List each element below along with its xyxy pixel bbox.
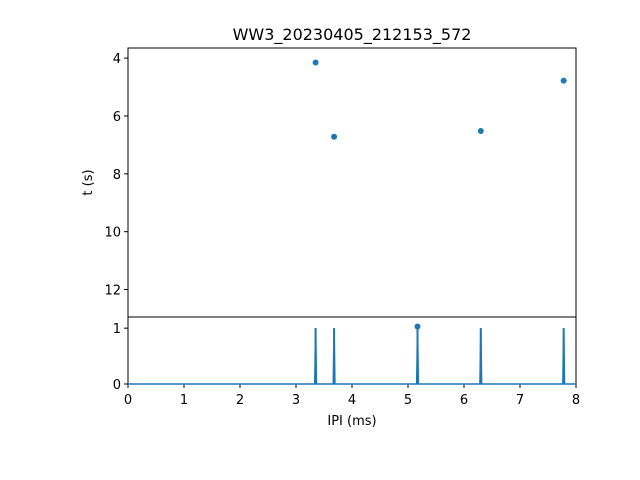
x-tick-label: 2	[236, 393, 244, 408]
scatter-y-axis-label: t (s)	[81, 169, 96, 195]
scatter-point	[414, 323, 421, 330]
scatter-y-tick-label: 10	[104, 226, 121, 241]
spike-x-ticks: 0 1 2 3 4 5 6 7 8	[124, 384, 580, 408]
scatter-point	[331, 133, 338, 140]
x-axis-label: IPI (ms)	[327, 414, 376, 429]
scatter-y-tick-label: 6	[113, 110, 121, 125]
scatter-y-ticks: 4 6 8 10 12	[104, 52, 128, 299]
scatter-point	[560, 77, 567, 84]
scatter-y-tick-label: 4	[113, 52, 121, 67]
scatter-y-tick-label: 12	[104, 284, 121, 299]
spike-y-tick-label: 1	[113, 322, 121, 337]
scatter-y-tick-label: 8	[113, 168, 121, 183]
x-tick-label: 5	[404, 393, 412, 408]
x-tick-label: 0	[124, 393, 132, 408]
spike-series	[128, 328, 576, 385]
x-tick-label: 8	[572, 393, 580, 408]
scatter-points	[312, 59, 567, 330]
x-tick-label: 3	[292, 393, 300, 408]
scatter-point	[312, 59, 319, 66]
x-tick-label: 4	[348, 393, 356, 408]
x-tick-label: 6	[460, 393, 468, 408]
x-tick-label: 7	[516, 393, 524, 408]
scatter-point	[477, 128, 484, 135]
x-tick-label: 1	[180, 393, 188, 408]
spike-y-ticks: 01	[113, 322, 128, 393]
chart-title: WW3_20230405_212153_572	[233, 25, 472, 45]
spike-y-tick-label: 0	[113, 378, 121, 393]
